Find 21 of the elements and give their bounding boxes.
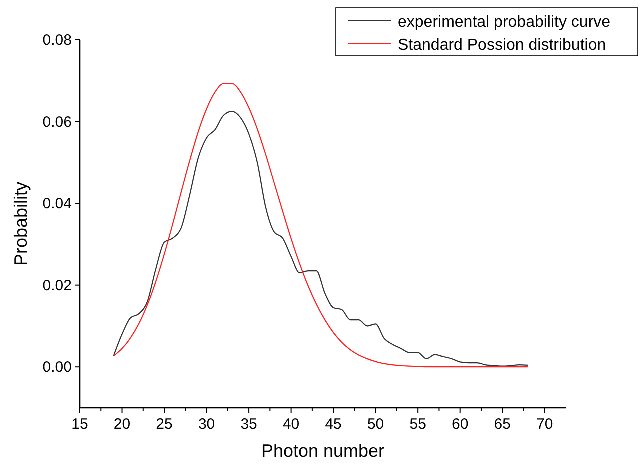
y-tick-label: 0.08 xyxy=(42,32,72,49)
x-tick-label: 25 xyxy=(156,416,173,433)
y-tick-label: 0.00 xyxy=(42,359,72,376)
legend-label: experimental probability curve xyxy=(398,14,611,31)
legend-label: Standard Possion distribution xyxy=(398,37,606,54)
x-tick-label: 45 xyxy=(325,416,342,433)
x-axis-title: Photon number xyxy=(261,441,385,461)
x-tick-label: 60 xyxy=(452,416,469,433)
x-tick-label: 20 xyxy=(114,416,131,433)
y-tick-label: 0.06 xyxy=(42,114,72,131)
x-tick-label: 30 xyxy=(198,416,216,433)
y-tick-label: 0.04 xyxy=(42,196,72,213)
x-tick-label: 50 xyxy=(367,416,384,433)
x-tick-label: 15 xyxy=(72,416,88,433)
y-tick-label: 0.02 xyxy=(42,277,72,294)
x-tick-label: 55 xyxy=(410,416,426,433)
x-tick-label: 65 xyxy=(494,416,511,433)
y-axis-title: Probability xyxy=(11,182,31,266)
x-tick-label: 70 xyxy=(536,416,554,433)
x-tick-label: 35 xyxy=(240,416,258,433)
x-tick-label: 40 xyxy=(282,416,300,433)
